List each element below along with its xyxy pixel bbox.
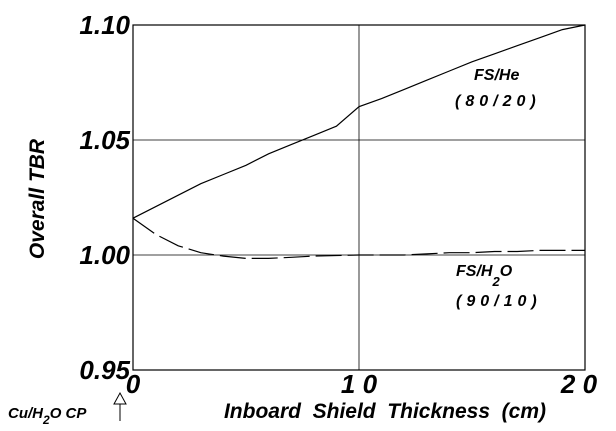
y-tick-label: 1.05 bbox=[79, 125, 130, 155]
series-line-0 bbox=[132, 24, 586, 219]
y-tick-label: 1.10 bbox=[79, 10, 130, 40]
annotation-fs-h2o: FS/H2O bbox=[456, 263, 513, 289]
annotation-fs-he-ratio: (80/20) bbox=[455, 93, 541, 110]
annotation-fs-h2o-ratio: (90/10) bbox=[456, 293, 542, 310]
series-line-1 bbox=[132, 217, 585, 259]
marker-arrow-icon bbox=[113, 391, 127, 421]
x-axis-title: Inboard Shield Thickness (cm) bbox=[224, 400, 546, 423]
x-tick-label: 1 0 bbox=[341, 369, 378, 399]
x-tick-label: 2 0 bbox=[560, 369, 598, 399]
tick-labels: 0.95 1.00 1.05 1.10 0 1 0 2 0 bbox=[79, 10, 597, 399]
y-tick-label: 1.00 bbox=[79, 240, 130, 270]
y-axis-title: Overall TBR bbox=[26, 138, 49, 259]
y-tick-label: 0.95 bbox=[79, 355, 130, 385]
x-tick-label: 0 bbox=[126, 369, 141, 399]
series-lines bbox=[132, 24, 586, 259]
annotation-fs-he: FS/He bbox=[474, 67, 519, 84]
cu-h2o-cp-marker: Cu/H2O CP bbox=[8, 405, 87, 427]
